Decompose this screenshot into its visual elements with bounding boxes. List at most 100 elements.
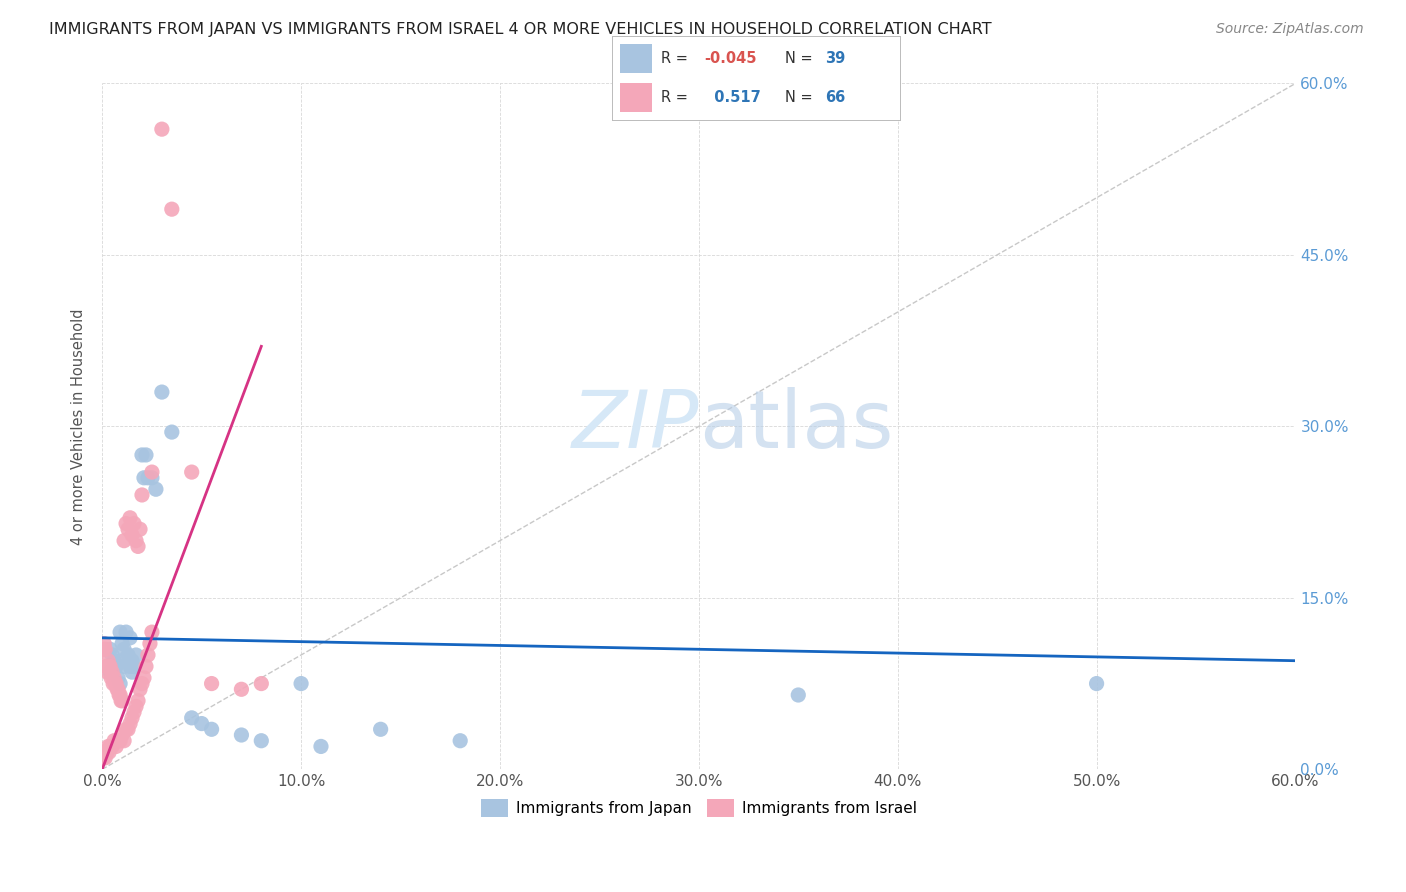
Point (145, 482, 167, 496)
FancyBboxPatch shape (620, 44, 652, 73)
Point (98, 665, 121, 680)
Point (136, 648, 159, 662)
Point (135, 448, 157, 462)
Text: R =: R = (661, 89, 692, 104)
Point (110, 694, 132, 708)
Point (96, 665, 118, 680)
Point (107, 682, 129, 697)
Point (160, 425, 183, 439)
Point (180, 711, 202, 725)
Point (100, 671, 122, 685)
Point (117, 648, 139, 662)
Point (200, 676, 222, 690)
Point (290, 676, 312, 690)
Point (118, 716, 141, 731)
Point (105, 676, 128, 690)
Point (127, 694, 149, 708)
Point (136, 471, 159, 485)
Point (115, 723, 138, 737)
Point (122, 516, 145, 531)
Point (131, 448, 153, 462)
Point (117, 723, 139, 737)
Point (129, 682, 152, 697)
Point (190, 716, 212, 731)
Point (132, 471, 155, 485)
Point (121, 711, 143, 725)
Text: N =: N = (785, 89, 817, 104)
Point (150, 122, 173, 136)
Point (112, 659, 135, 673)
Text: 66: 66 (825, 89, 845, 104)
Point (101, 676, 124, 690)
Point (103, 671, 125, 685)
Point (98, 745, 121, 759)
Point (105, 739, 128, 754)
Point (122, 659, 145, 673)
Point (787, 688, 810, 702)
Point (250, 733, 273, 747)
Point (91, 751, 114, 765)
Point (141, 625, 163, 640)
Text: N =: N = (785, 51, 817, 66)
Point (231, 728, 253, 742)
Point (112, 733, 135, 747)
Point (96, 659, 118, 673)
Point (98, 642, 121, 657)
Point (98, 659, 121, 673)
Point (111, 654, 134, 668)
Point (101, 739, 124, 754)
Point (105, 659, 128, 673)
Point (94, 642, 117, 657)
Point (139, 636, 162, 650)
Point (125, 648, 148, 662)
Point (93, 636, 115, 650)
Point (108, 733, 131, 747)
FancyBboxPatch shape (620, 83, 652, 112)
Point (98, 659, 121, 673)
Point (141, 471, 163, 485)
Text: R =: R = (661, 51, 692, 66)
Point (112, 642, 135, 657)
Point (231, 682, 253, 697)
Point (121, 665, 143, 680)
Text: 39: 39 (825, 51, 845, 66)
Point (105, 682, 128, 697)
Point (125, 533, 148, 548)
Point (96, 745, 118, 759)
Point (98, 739, 121, 754)
Point (118, 511, 141, 525)
Point (108, 688, 131, 702)
Point (108, 625, 131, 640)
Point (180, 465, 202, 479)
Point (132, 671, 155, 685)
Point (107, 671, 129, 685)
Point (115, 625, 138, 640)
Point (449, 733, 471, 747)
Point (104, 676, 127, 690)
Point (122, 705, 145, 719)
Point (108, 688, 131, 702)
Point (111, 694, 134, 708)
Text: ZIP: ZIP (571, 387, 699, 466)
Point (97, 654, 120, 668)
Point (111, 728, 134, 742)
Point (135, 659, 157, 673)
Point (112, 533, 135, 548)
Point (127, 540, 149, 554)
Point (103, 733, 125, 747)
Point (121, 528, 143, 542)
Text: Source: ZipAtlas.com: Source: ZipAtlas.com (1216, 22, 1364, 37)
Point (370, 723, 392, 737)
Text: IMMIGRANTS FROM JAPAN VS IMMIGRANTS FROM ISRAEL 4 OR MORE VEHICLES IN HOUSEHOLD : IMMIGRANTS FROM JAPAN VS IMMIGRANTS FROM… (49, 22, 991, 37)
Point (117, 522, 139, 536)
Text: -0.045: -0.045 (704, 51, 756, 66)
Point (118, 631, 141, 645)
Point (96, 745, 118, 759)
Point (200, 723, 222, 737)
Point (93, 745, 115, 759)
Point (131, 676, 153, 690)
Point (108, 676, 131, 690)
Point (94, 751, 117, 765)
Y-axis label: 4 or more Vehicles in Household: 4 or more Vehicles in Household (72, 308, 86, 545)
Legend: Immigrants from Japan, Immigrants from Israel: Immigrants from Japan, Immigrants from I… (475, 792, 922, 823)
